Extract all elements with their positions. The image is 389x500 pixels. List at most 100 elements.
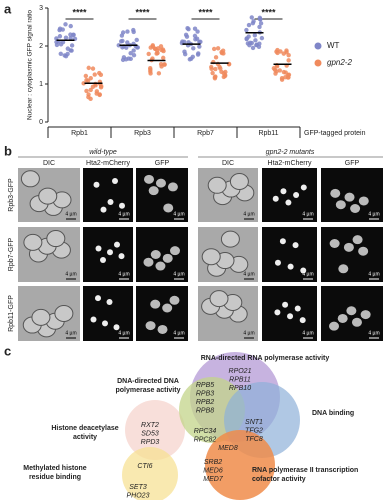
column-label: DIC — [43, 160, 55, 167]
micrograph — [83, 168, 133, 222]
nucleus — [279, 238, 286, 245]
nucleus — [143, 257, 154, 267]
nucleus — [343, 242, 354, 252]
nucleus — [90, 316, 97, 323]
venn-set — [122, 447, 178, 500]
panel-label: a — [4, 1, 12, 16]
dot — [195, 29, 200, 34]
nucleus — [358, 196, 369, 206]
dot — [148, 45, 153, 50]
dot — [65, 51, 70, 57]
dot — [283, 70, 288, 75]
dot — [191, 46, 196, 51]
dot — [90, 84, 96, 89]
nucleus — [95, 295, 101, 302]
nucleus — [144, 174, 154, 184]
x-tick-label: Rpb7 — [197, 130, 214, 137]
nucleus — [285, 199, 292, 206]
y-tick-label: 1 — [39, 81, 43, 88]
significance-label: **** — [72, 7, 87, 17]
panel-label: c — [4, 343, 11, 358]
cell — [209, 290, 229, 308]
dot — [57, 34, 63, 39]
nucleus — [346, 306, 357, 316]
legend-swatch — [314, 59, 322, 67]
nucleus — [100, 257, 106, 263]
dot — [244, 27, 249, 33]
row-label: Rpb7-GFP — [8, 237, 15, 271]
dot — [256, 44, 262, 49]
dot — [221, 71, 227, 76]
micrograph — [262, 168, 317, 222]
nucleus — [162, 253, 173, 263]
nucleus — [358, 246, 369, 256]
nucleus — [93, 181, 100, 188]
dot — [63, 35, 69, 40]
dot — [249, 15, 254, 20]
dot — [85, 78, 91, 83]
dot-cluster — [209, 46, 232, 81]
dot — [161, 55, 166, 61]
dot — [120, 30, 126, 35]
nucleus — [299, 317, 306, 324]
scale-bar-label: 4 µm — [243, 271, 254, 277]
scale-bar-label: 4 µm — [302, 271, 313, 277]
dot — [197, 44, 202, 49]
column-label: Hta2-mCherry — [268, 160, 312, 167]
set-label: DNA binding — [312, 410, 354, 417]
gene-label: RPC82 — [194, 436, 217, 443]
nucleus — [274, 259, 281, 266]
nucleus — [155, 261, 166, 271]
nucleus — [287, 263, 294, 270]
nucleus — [351, 317, 362, 327]
significance-label: **** — [261, 7, 276, 17]
x-tick-label: Rpb1 — [71, 130, 88, 137]
scale-bar-label: 4 µm — [368, 271, 379, 277]
dot — [156, 71, 162, 76]
column-label: GFP — [345, 160, 360, 167]
group-title: gpn2-2 mutants — [266, 149, 315, 156]
nucleus — [274, 309, 281, 316]
dot — [86, 65, 91, 71]
dot — [131, 53, 137, 58]
gene-label: TFG2 — [245, 427, 263, 434]
row-label: Rpb11-GFP — [8, 295, 15, 332]
scale-bar-label: 4 µm — [173, 271, 184, 277]
dot — [92, 72, 97, 77]
dot — [277, 68, 282, 73]
x-axis-title: GFP-tagged protein — [304, 130, 366, 137]
dot — [69, 43, 75, 48]
dot — [148, 67, 153, 72]
scale-bar-label: 4 µm — [65, 271, 76, 277]
dot-cluster — [179, 26, 203, 62]
dot — [63, 22, 68, 27]
nucleus — [335, 200, 346, 210]
dot — [131, 29, 136, 35]
group-title: wild-type — [89, 149, 117, 156]
micrograph — [136, 168, 188, 222]
set-label: cofactor activity — [252, 476, 306, 483]
set-label: RNA polymerase II transcription — [252, 467, 358, 474]
dot — [286, 58, 291, 63]
set-label: Methylated histone — [23, 465, 87, 472]
legend-swatch — [314, 42, 322, 50]
nucleus — [106, 298, 113, 305]
dot — [94, 89, 100, 94]
legend-label: WT — [327, 41, 340, 50]
nucleus — [148, 186, 159, 196]
cell — [38, 187, 58, 205]
nucleus — [118, 253, 125, 260]
dot — [98, 85, 104, 90]
dot — [210, 70, 215, 76]
dot — [252, 33, 258, 38]
cell — [207, 176, 227, 194]
gene-label: RPB2 — [196, 399, 214, 406]
nucleus — [329, 321, 340, 331]
dot — [194, 36, 200, 41]
nucleus — [170, 246, 180, 256]
column-label: GFP — [155, 160, 170, 167]
dot — [196, 51, 201, 56]
dot — [121, 55, 127, 60]
gene-label: SD53 — [141, 430, 159, 437]
